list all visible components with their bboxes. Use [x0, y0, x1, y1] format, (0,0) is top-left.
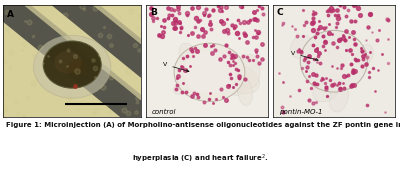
Ellipse shape	[238, 78, 252, 105]
Ellipse shape	[321, 65, 350, 85]
Ellipse shape	[179, 43, 201, 73]
Ellipse shape	[313, 81, 338, 102]
Ellipse shape	[319, 48, 346, 72]
Text: pontin-MO-1: pontin-MO-1	[279, 109, 322, 115]
Ellipse shape	[329, 83, 348, 112]
Polygon shape	[0, 5, 162, 117]
Text: C: C	[276, 8, 283, 18]
Ellipse shape	[312, 43, 355, 79]
Circle shape	[43, 41, 101, 88]
Circle shape	[67, 60, 86, 76]
Ellipse shape	[199, 67, 220, 86]
Text: hyperplasia (C) and heart failure$^2$.: hyperplasia (C) and heart failure$^2$.	[132, 153, 268, 165]
Ellipse shape	[358, 44, 373, 65]
Ellipse shape	[174, 43, 245, 102]
Ellipse shape	[239, 54, 260, 88]
Polygon shape	[52, 5, 231, 117]
Polygon shape	[24, 5, 169, 117]
Text: B: B	[150, 8, 156, 18]
Polygon shape	[93, 5, 238, 117]
Text: control: control	[152, 109, 177, 115]
Circle shape	[54, 51, 82, 74]
Circle shape	[34, 35, 111, 98]
Text: A: A	[7, 10, 14, 19]
Ellipse shape	[227, 78, 246, 95]
Ellipse shape	[184, 51, 235, 94]
Text: V: V	[163, 62, 189, 72]
Text: V: V	[291, 51, 318, 61]
Ellipse shape	[209, 55, 229, 80]
Ellipse shape	[300, 30, 367, 92]
Ellipse shape	[174, 80, 191, 95]
Ellipse shape	[226, 66, 260, 94]
Text: Figure 1: Microinjection (A) of Morpholino-antisense oligonucleotides against th: Figure 1: Microinjection (A) of Morpholi…	[6, 122, 400, 128]
Ellipse shape	[290, 35, 312, 58]
